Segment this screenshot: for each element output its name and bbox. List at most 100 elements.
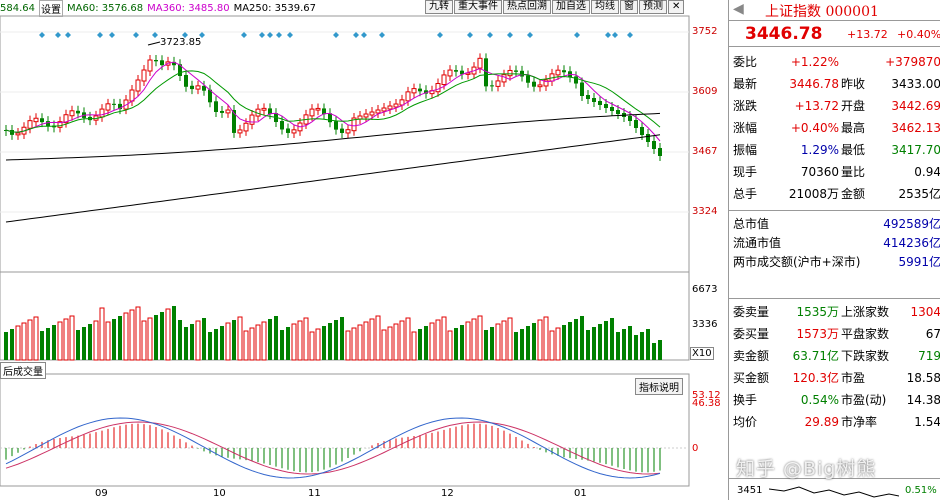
- volume-bar-down: [184, 327, 188, 360]
- candle-up: [495, 80, 501, 87]
- volume-bar-down: [268, 319, 272, 360]
- volume-bar-up: [537, 319, 543, 361]
- market-value: 492589亿: [883, 217, 940, 231]
- btn-jiuzhuan[interactable]: 九转: [425, 0, 453, 14]
- close-icon[interactable]: ✕: [668, 0, 685, 14]
- candle-down: [520, 70, 524, 77]
- volume-bar-up: [477, 315, 483, 361]
- kline-chart-area[interactable]: 584.64 设置 MA60: 3576.68 MA360: 3485.80 M…: [0, 0, 721, 500]
- candle-up: [381, 107, 387, 112]
- candle-up: [357, 115, 363, 120]
- chart-canvas[interactable]: [0, 0, 690, 500]
- volume-bar-up: [345, 330, 351, 361]
- volume-bar-up: [303, 317, 309, 361]
- ma-short-line: [5, 61, 661, 142]
- volume-bar-up: [141, 320, 147, 361]
- quote-row: 委比 +1.22% +379870: [733, 52, 940, 72]
- quote-panel: ◀ 上证指数 000001 3446.78 +13.72 +0.40% 委比 +1…: [728, 0, 940, 501]
- macd-dea-line: [5, 421, 661, 475]
- stat-label: 市盈(动): [841, 393, 887, 407]
- volume-bar-down: [286, 327, 290, 360]
- mini-chart-pct: 0.51%: [905, 485, 937, 496]
- volume-bar-down: [424, 326, 428, 360]
- volume-bar-down: [640, 332, 644, 360]
- price-tick-4: 3324: [692, 206, 718, 217]
- volume-bar-down: [652, 343, 656, 360]
- price-tick-3: 3467: [692, 146, 718, 157]
- candle-up: [465, 72, 471, 75]
- candle-up: [393, 103, 399, 108]
- volume-bar-down: [562, 325, 566, 360]
- ma250-label: MA250: 3539.67: [233, 2, 317, 14]
- indicator-help-button[interactable]: 指标说明: [635, 378, 683, 395]
- stat-value: 21008万: [788, 187, 839, 201]
- candle-up: [99, 108, 105, 118]
- candle-down: [118, 103, 122, 110]
- volume-bar-up: [255, 324, 261, 361]
- stat-label: 卖金额: [733, 349, 770, 363]
- stat-value: 3446.78: [789, 77, 839, 91]
- btn-hot-review[interactable]: 热点回溯: [503, 0, 551, 14]
- stat-value: 1.54: [914, 415, 940, 429]
- ma-legend-bar: 584.64 设置 MA60: 3576.68 MA360: 3485.80 M…: [0, 0, 690, 17]
- stat-label: 委买量: [733, 327, 770, 341]
- volume-bar-up: [225, 322, 231, 361]
- back-arrow-icon[interactable]: ◀: [733, 1, 744, 17]
- stat-value: 18.58: [906, 371, 940, 385]
- event-diamond-icon: [527, 32, 533, 38]
- volume-bar-down: [598, 324, 602, 360]
- btn-window[interactable]: 窗: [620, 0, 638, 14]
- volume-bar-up: [147, 317, 153, 361]
- macd-tab[interactable]: 后成交量: [0, 362, 46, 379]
- volume-bar-up: [291, 323, 297, 361]
- volume-bar-up: [165, 308, 171, 361]
- candle-down: [268, 108, 272, 115]
- volume-bar-down: [586, 330, 590, 360]
- quote-row: 买金额 120.3亿 市盈 18.58: [733, 368, 940, 388]
- volume-bar-up: [57, 321, 63, 361]
- candle-down: [220, 110, 224, 113]
- stat-label: 涨跌: [733, 99, 758, 113]
- btn-major-events[interactable]: 重大事件: [454, 0, 502, 14]
- volume-bar-up: [297, 320, 303, 361]
- event-diamond-icon: [276, 32, 282, 38]
- stat-label: 总手: [733, 187, 758, 201]
- stat-label: 涨幅: [733, 121, 758, 135]
- volume-bar-down: [454, 328, 458, 360]
- watermark: 知乎 @Big树熊: [736, 458, 877, 480]
- candle-down: [580, 82, 584, 96]
- volume-bar-up: [501, 320, 507, 361]
- price-panel-frame: [0, 15, 690, 273]
- quote-title-bar: ◀ 上证指数 000001: [729, 0, 940, 21]
- event-diamond-icon: [39, 32, 45, 38]
- stat-value: 70360: [800, 165, 839, 179]
- candle-down: [334, 121, 338, 130]
- btn-ma[interactable]: 均线: [591, 0, 619, 14]
- volume-bar-down: [220, 326, 224, 360]
- candle-up: [237, 129, 243, 134]
- divider: [729, 210, 940, 211]
- volume-bar-down: [214, 329, 218, 360]
- btn-forecast[interactable]: 预测: [639, 0, 667, 14]
- volume-bar-up: [405, 317, 411, 361]
- volume-bar-down: [328, 323, 332, 360]
- stat-value: 29.89: [804, 415, 839, 429]
- settings-link[interactable]: 设置: [39, 0, 63, 17]
- stat-value: 3462.13: [891, 121, 940, 135]
- current-price: 3446.78: [745, 24, 823, 44]
- volume-bar-down: [232, 320, 236, 360]
- stat-value: 2535亿: [898, 187, 940, 201]
- quote-row: 总手 21008万 金额 2535亿: [733, 184, 940, 204]
- market-label: 流通市值: [733, 236, 782, 250]
- volume-bar-down: [190, 324, 194, 360]
- candle-up: [405, 91, 411, 102]
- x-tick-01: 01: [574, 488, 587, 499]
- btn-add-watchlist[interactable]: 加自选: [552, 0, 590, 14]
- volume-bar-up: [471, 318, 477, 361]
- candle-down: [280, 121, 284, 130]
- market-value: 414236亿: [883, 236, 940, 250]
- volume-bar-down: [118, 316, 122, 360]
- candle-down: [190, 85, 194, 90]
- event-diamond-icon: [65, 32, 71, 38]
- event-diamond-icon: [612, 32, 618, 38]
